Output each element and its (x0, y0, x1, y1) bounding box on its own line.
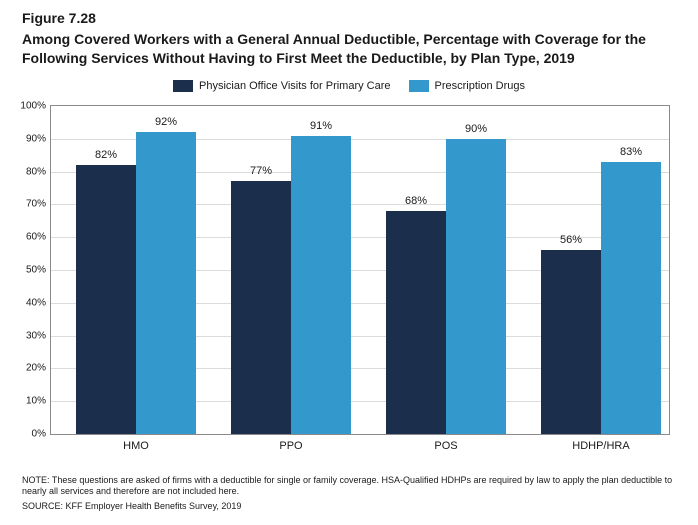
chart-plot-area: 0%10%20%30%40%50%60%70%80%90%100%82%92%H… (50, 105, 670, 435)
y-tick-label: 10% (16, 396, 46, 407)
bar-value-label: 82% (76, 149, 136, 161)
legend-swatch-2 (409, 80, 429, 92)
bar-group: 56%83%HDHP/HRA (541, 106, 661, 434)
category-label: PPO (231, 440, 351, 452)
bar-series2: 91% (291, 136, 351, 434)
bar-value-label: 68% (386, 195, 446, 207)
y-tick-label: 90% (16, 133, 46, 144)
bar-series2: 90% (446, 139, 506, 434)
bar-value-label: 91% (291, 120, 351, 132)
bar-series1: 82% (76, 165, 136, 434)
legend-item-series2: Prescription Drugs (409, 80, 525, 92)
y-tick-label: 60% (16, 232, 46, 243)
bar-group: 68%90%POS (386, 106, 506, 434)
bar-value-label: 92% (136, 116, 196, 128)
y-tick-label: 100% (16, 101, 46, 112)
legend-label-1: Physician Office Visits for Primary Care (199, 80, 391, 92)
legend-item-series1: Physician Office Visits for Primary Care (173, 80, 391, 92)
y-tick-label: 0% (16, 429, 46, 440)
legend: Physician Office Visits for Primary Care… (0, 80, 698, 92)
bar-value-label: 83% (601, 146, 661, 158)
category-label: POS (386, 440, 506, 452)
bar-series1: 77% (231, 181, 291, 434)
y-tick-label: 20% (16, 363, 46, 374)
source-line: SOURCE: KFF Employer Health Benefits Sur… (22, 501, 241, 511)
bar-value-label: 77% (231, 165, 291, 177)
bar-value-label: 90% (446, 123, 506, 135)
footnote: NOTE: These questions are asked of firms… (22, 475, 676, 498)
y-tick-label: 80% (16, 166, 46, 177)
bar-value-label: 56% (541, 234, 601, 246)
bar-series1: 56% (541, 250, 601, 434)
bar-group: 82%92%HMO (76, 106, 196, 434)
figure-number: Figure 7.28 (22, 10, 96, 26)
legend-swatch-1 (173, 80, 193, 92)
y-tick-label: 30% (16, 330, 46, 341)
y-tick-label: 40% (16, 297, 46, 308)
bar-series2: 83% (601, 162, 661, 434)
chart-title: Among Covered Workers with a General Ann… (22, 30, 676, 68)
bar-series2: 92% (136, 132, 196, 434)
y-tick-label: 70% (16, 199, 46, 210)
bar-series1: 68% (386, 211, 446, 434)
legend-label-2: Prescription Drugs (435, 80, 525, 92)
y-tick-label: 50% (16, 265, 46, 276)
category-label: HMO (76, 440, 196, 452)
bar-group: 77%91%PPO (231, 106, 351, 434)
category-label: HDHP/HRA (541, 440, 661, 452)
